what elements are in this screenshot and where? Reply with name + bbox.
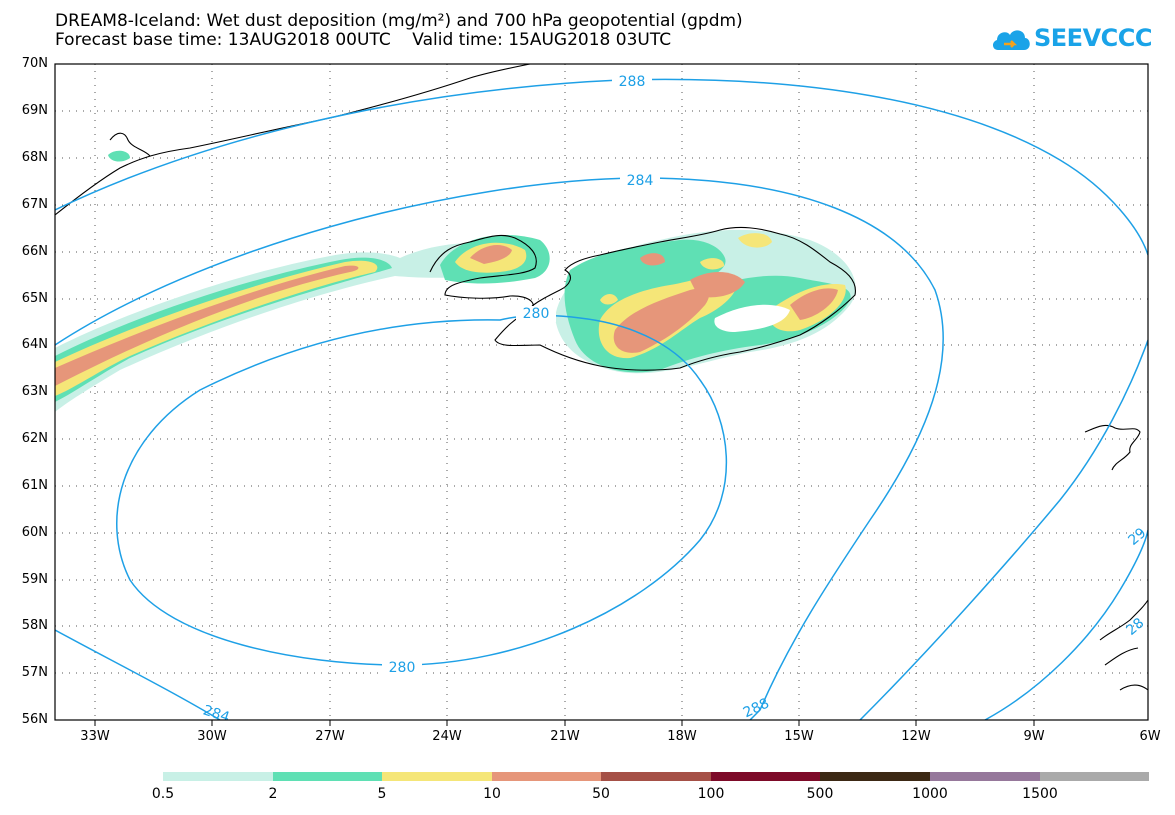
legend-label: 5 — [377, 786, 387, 802]
contour-label: 288 — [741, 695, 772, 721]
contour-label: 28 — [1123, 615, 1147, 639]
map-title: DREAM8-Iceland: Wet dust deposition (mg/… — [55, 11, 743, 31]
legend-swatch — [710, 772, 821, 781]
lat-label: 59N — [21, 572, 48, 587]
contour-labels: 288 284 280 280 284 288 28 29 — [201, 72, 1149, 726]
lat-label: 65N — [21, 291, 48, 306]
graticule — [55, 64, 1148, 720]
lat-label: 66N — [21, 244, 48, 259]
legend-label: 10 — [483, 786, 501, 802]
lon-label: 9W — [1023, 729, 1045, 744]
contour-label: 280 — [389, 660, 416, 676]
legend-swatch — [601, 772, 711, 781]
legend-label: 50 — [592, 786, 610, 802]
lat-label: 64N — [21, 337, 48, 352]
coastlines — [55, 64, 1148, 691]
legend-swatch — [929, 772, 1040, 781]
lon-label: 33W — [80, 729, 110, 744]
lat-label: 56N — [21, 712, 48, 727]
lat-label: 62N — [21, 431, 48, 446]
logo-text: SEEVCCC — [1034, 24, 1153, 52]
legend-swatch — [1039, 772, 1150, 781]
seevccc-logo: SEEVCCC — [990, 22, 1153, 56]
cloud-icon — [992, 30, 1030, 50]
lat-label: 57N — [21, 665, 48, 680]
legend-label: 2 — [268, 786, 278, 802]
lon-label: 18W — [667, 729, 697, 744]
legend-swatch — [820, 772, 930, 781]
lon-label: 15W — [784, 729, 814, 744]
map-plot-area: 288 284 280 280 284 288 28 29 — [55, 64, 1149, 726]
lat-label: 60N — [21, 525, 48, 540]
lat-label: 63N — [21, 384, 48, 399]
lon-label: 21W — [550, 729, 580, 744]
lon-label: 27W — [315, 729, 345, 744]
lon-label: 12W — [901, 729, 931, 744]
color-legend — [163, 772, 1150, 781]
legend-label: 1500 — [1022, 786, 1058, 802]
legend-label: 100 — [697, 786, 725, 802]
legend-label: 1000 — [912, 786, 948, 802]
map-frame — [54, 63, 1149, 721]
contour-label: 29 — [1125, 525, 1149, 549]
lat-label: 69N — [21, 103, 48, 118]
dust-iceland — [108, 150, 856, 374]
lon-label: 30W — [197, 729, 227, 744]
lat-label: 70N — [21, 56, 48, 71]
contour-label: 280 — [523, 306, 550, 322]
legend-swatch — [382, 772, 492, 781]
axis-ticks — [94, 720, 1035, 726]
lat-label: 58N — [21, 618, 48, 633]
lat-label: 68N — [21, 150, 48, 165]
contour-label: 284 — [627, 173, 654, 189]
legend-swatch — [163, 772, 273, 781]
map-subtitle-times: Forecast base time: 13AUG2018 00UTC Vali… — [55, 30, 672, 50]
lon-label: 6W — [1139, 729, 1161, 744]
contour-label: 288 — [619, 74, 646, 90]
lat-label: 67N — [21, 197, 48, 212]
legend-swatch — [491, 772, 602, 781]
legend-swatch — [272, 772, 383, 781]
contour-label: 284 — [201, 702, 231, 726]
lon-label: 24W — [432, 729, 462, 744]
legend-label: 500 — [806, 786, 834, 802]
geopotential-contours — [55, 78, 1148, 720]
lat-label: 61N — [21, 478, 48, 493]
legend-label: 0.5 — [151, 786, 175, 802]
